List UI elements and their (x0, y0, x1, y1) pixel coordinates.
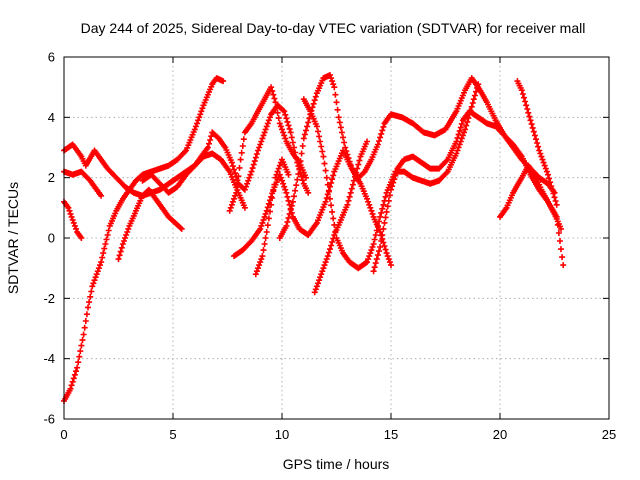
plus-markers (115, 186, 185, 263)
x-tick-label: 5 (169, 427, 176, 442)
chart-title: Day 244 of 2025, Sidereal Day-to-day VTE… (81, 20, 586, 36)
x-tick-label: 15 (384, 427, 398, 442)
y-tick-label: -6 (43, 412, 55, 427)
y-tick-label: -4 (43, 351, 55, 366)
series-arc-14 (497, 162, 564, 232)
x-tick-label: 0 (60, 427, 67, 442)
series-arc-9 (252, 156, 292, 278)
y-tick-label: -2 (43, 291, 55, 306)
x-tick-label: 20 (493, 427, 507, 442)
series-arc-5 (115, 186, 185, 263)
y-tick-label: 4 (48, 110, 55, 125)
y-tick-label: 0 (48, 231, 55, 246)
series-arc-12 (300, 81, 482, 272)
x-tick-label: 10 (275, 427, 289, 442)
series-arc-6 (139, 102, 312, 196)
y-tick-label: 6 (48, 50, 55, 65)
x-tick-label: 25 (602, 427, 616, 442)
plus-markers (139, 102, 312, 196)
plus-markers (514, 78, 560, 208)
axes: 0 5 10 15 20 25 -6 -4 -2 0 2 4 6 (43, 50, 616, 443)
plus-markers (300, 81, 482, 272)
plus-markers (497, 162, 564, 232)
series-arc-11 (311, 138, 370, 296)
x-axis-label: GPS time / hours (283, 456, 390, 472)
plus-markers (252, 156, 292, 278)
series-arc-15 (514, 78, 560, 208)
y-tick-label: 2 (48, 170, 55, 185)
plus-markers (311, 138, 370, 296)
y-axis-label: SDTVAR / TECUs (5, 182, 21, 294)
data-marks (61, 72, 567, 404)
